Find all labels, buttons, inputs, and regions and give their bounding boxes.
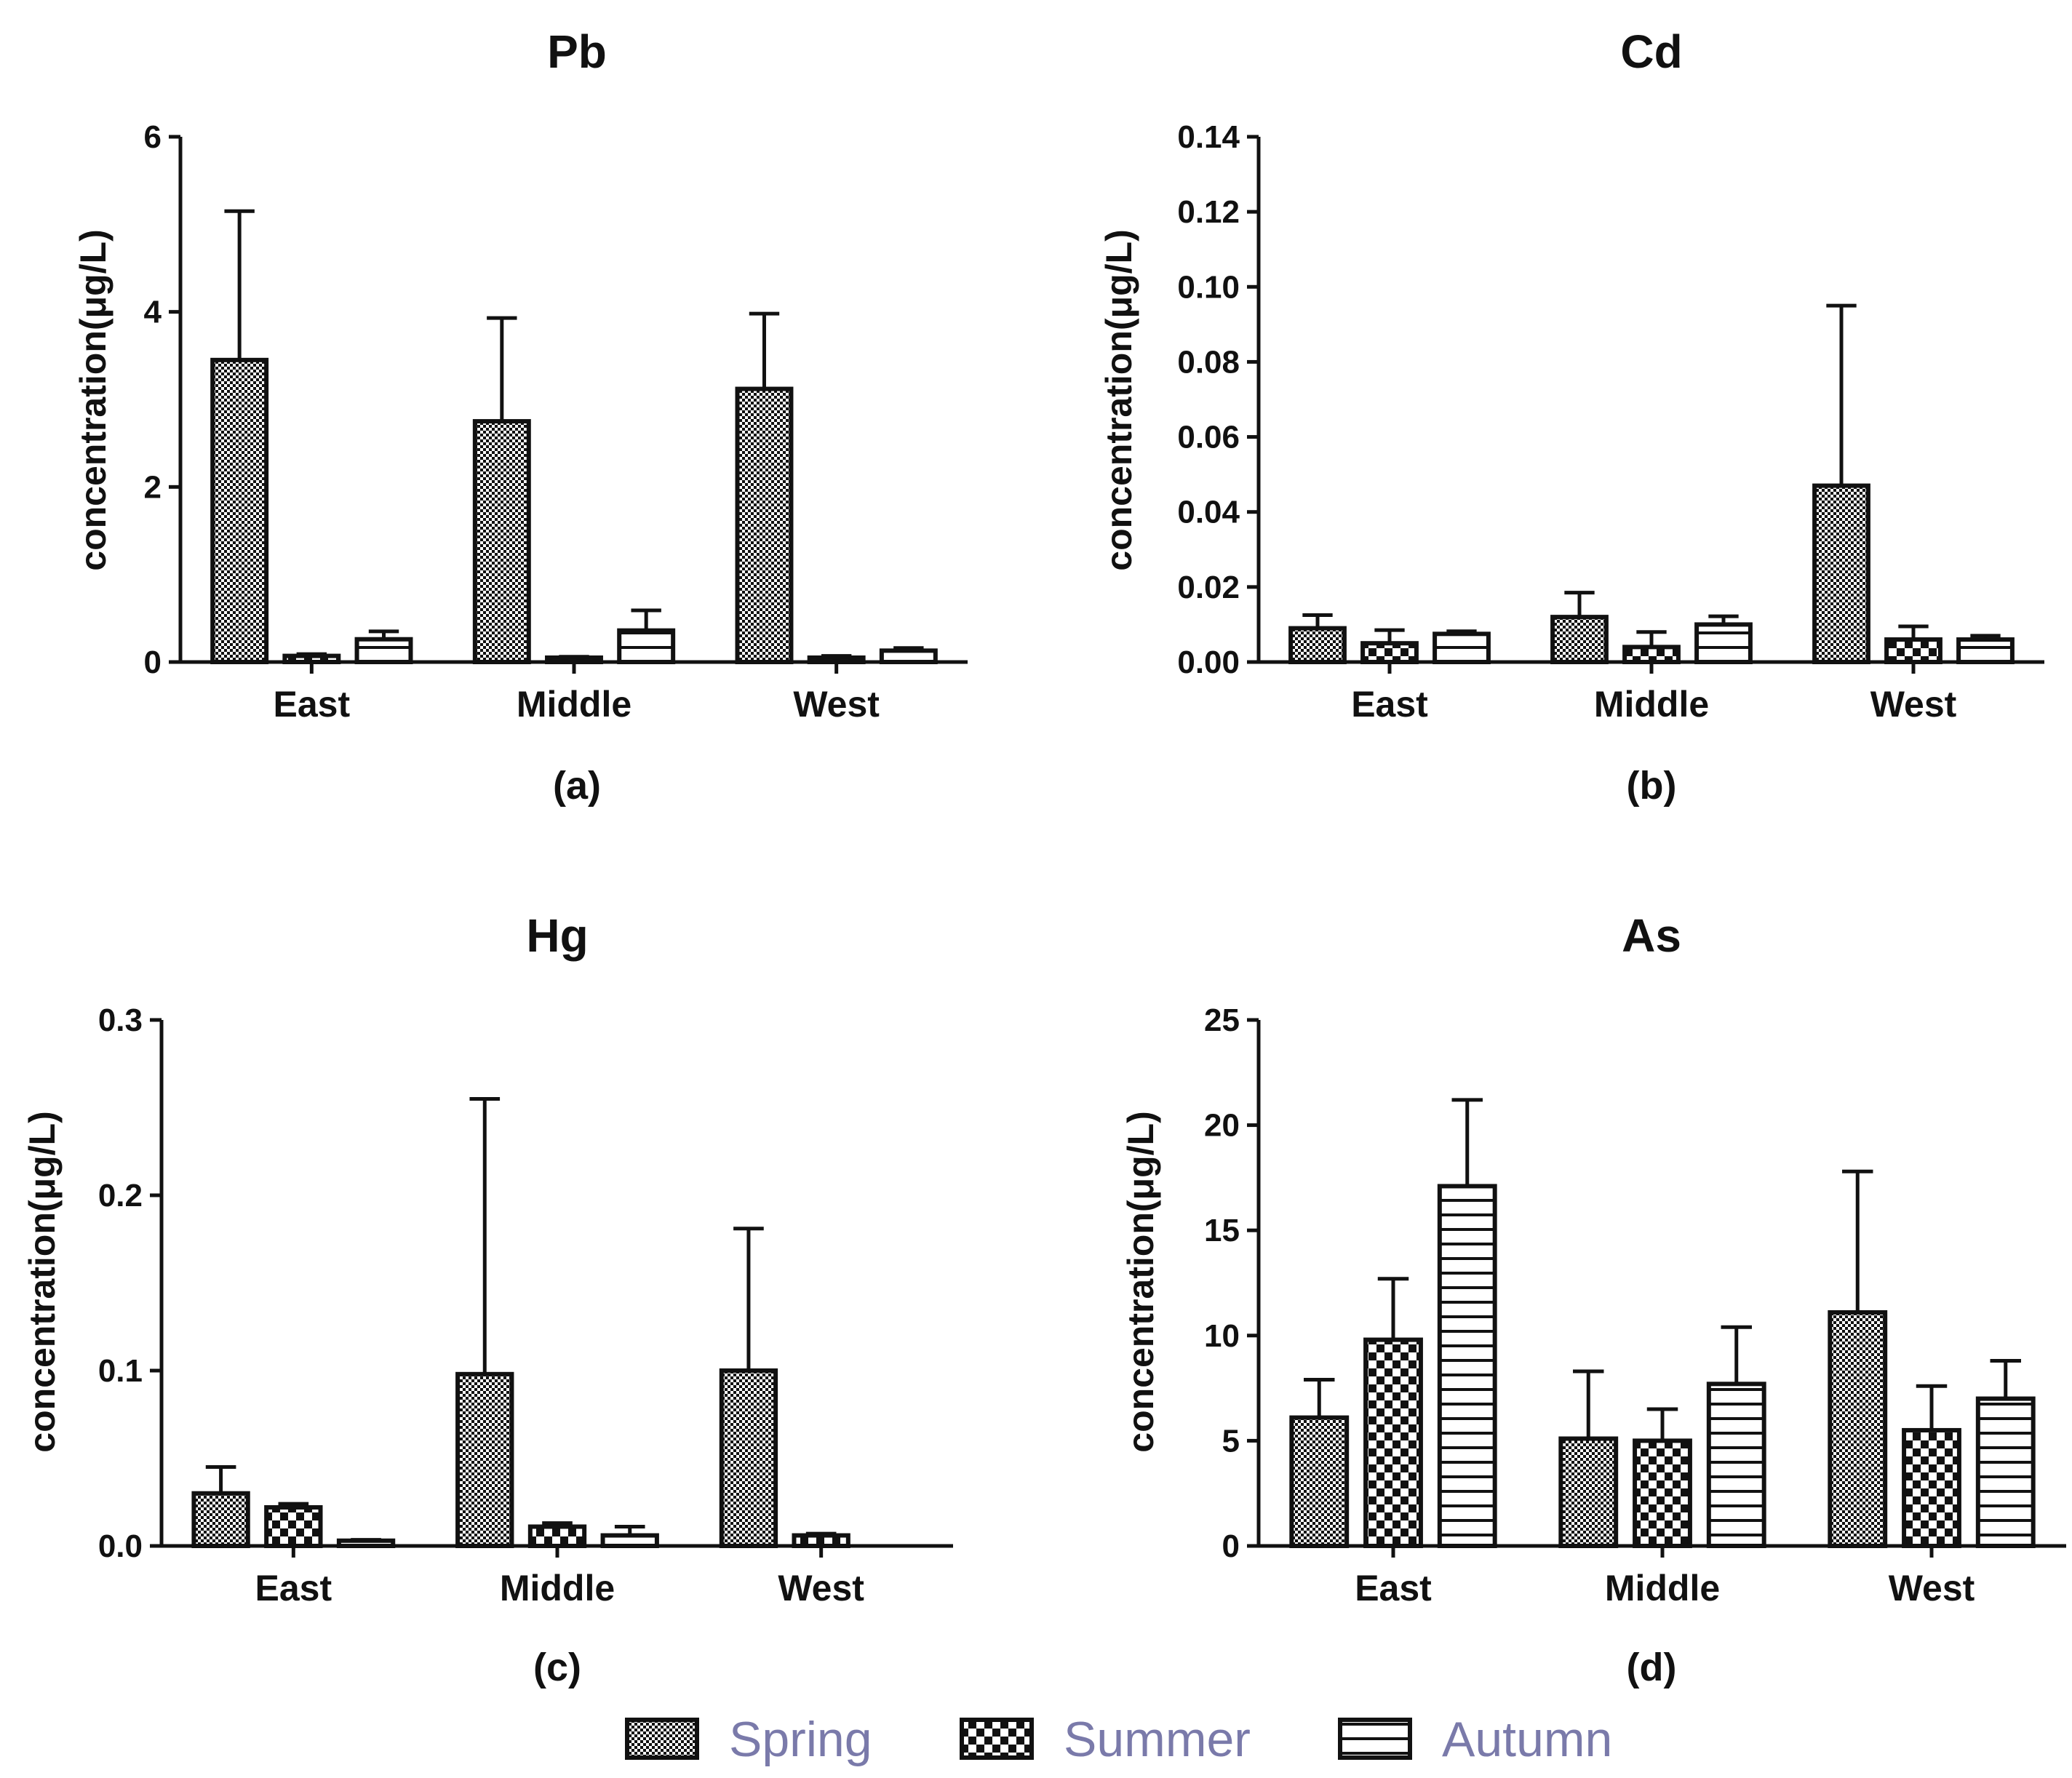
y-axis-label: concentration(μg/L) bbox=[22, 1111, 63, 1452]
bar-autumn-middle bbox=[1706, 1382, 1766, 1549]
bar-spring-west bbox=[1828, 1309, 1888, 1549]
y-axis-label: concentration(μg/L) bbox=[1120, 1111, 1161, 1452]
x-tick-label: West bbox=[793, 684, 880, 725]
bar-autumn-west bbox=[1956, 637, 2015, 664]
bar-autumn-middle bbox=[617, 628, 676, 664]
chart-title: Cd bbox=[1620, 25, 1682, 78]
y-tick-label: 0.3 bbox=[98, 1002, 143, 1038]
bar-summer-east bbox=[264, 1504, 323, 1548]
chart-panels: Pb concentration(μg/L) 0 2 4 6 East Middle West (… bbox=[22, 25, 2066, 1689]
bar-summer-east bbox=[1363, 1337, 1423, 1548]
x-tick-label: East bbox=[255, 1568, 332, 1608]
bar-spring-middle bbox=[455, 1371, 514, 1548]
bar-summer-east bbox=[282, 653, 341, 664]
x-tick-label: East bbox=[1351, 684, 1428, 725]
x-tick-label: Middle bbox=[500, 1568, 615, 1608]
y-tick-label: 0.00 bbox=[1177, 645, 1240, 680]
legend-swatch bbox=[625, 1718, 699, 1760]
bar-spring-east bbox=[191, 1491, 250, 1548]
bar-autumn-east bbox=[1433, 631, 1491, 664]
y-tick-label: 5 bbox=[1222, 1423, 1240, 1459]
legend: Spring Summer Autumn bbox=[625, 1712, 1612, 1767]
bar-autumn-west bbox=[1975, 1396, 2036, 1549]
chart-panel-hg: Hg concentration(μg/L) 0.0 0.1 0.2 0.3 East Mid… bbox=[22, 909, 953, 1689]
bar-spring-east bbox=[210, 357, 269, 664]
legend-swatch bbox=[960, 1718, 1034, 1760]
y-axis-label: concentration(μg/L) bbox=[1099, 229, 1139, 570]
bar-autumn-east bbox=[354, 637, 413, 664]
bar-summer-middle bbox=[545, 655, 603, 665]
y-tick-label: 4 bbox=[144, 295, 162, 330]
chart-panel-pb: Pb concentration(μg/L) 0 2 4 6 East Middle West (… bbox=[73, 25, 968, 808]
bar-spring-west bbox=[719, 1368, 778, 1548]
bar-autumn-east bbox=[1437, 1184, 1497, 1549]
bar-spring-east bbox=[1288, 626, 1347, 664]
bar-autumn-west bbox=[879, 648, 938, 665]
y-tick-label: 0.14 bbox=[1177, 119, 1240, 155]
x-tick-label: East bbox=[1355, 1568, 1432, 1608]
y-tick-label: 0.12 bbox=[1177, 194, 1240, 230]
x-tick-label: Middle bbox=[1605, 1568, 1720, 1608]
x-tick-label: East bbox=[274, 684, 351, 725]
x-tick-label: West bbox=[1870, 684, 1957, 725]
bar-spring-west bbox=[735, 386, 794, 664]
bar-summer-middle bbox=[527, 1524, 587, 1548]
bar-spring-west bbox=[1812, 483, 1870, 664]
y-tick-label: 20 bbox=[1204, 1108, 1240, 1144]
chart-panel-as: As concentration(μg/L) 0 5 10 15 20 25 East Middl… bbox=[1120, 909, 2066, 1689]
y-tick-label: 0.1 bbox=[98, 1353, 143, 1389]
y-tick-label: 0.08 bbox=[1177, 344, 1240, 380]
panel-label: (c) bbox=[533, 1646, 581, 1689]
panel-label: (d) bbox=[1627, 1646, 1677, 1689]
bar-spring-middle bbox=[472, 419, 531, 664]
chart-title: Hg bbox=[526, 909, 588, 962]
y-tick-label: 0 bbox=[1222, 1528, 1240, 1564]
y-tick-label: 0.0 bbox=[98, 1528, 143, 1564]
bar-summer-west bbox=[792, 1533, 850, 1549]
bar-summer-west bbox=[1884, 637, 1942, 664]
y-tick-label: 0 bbox=[144, 645, 162, 680]
bar-autumn-east bbox=[336, 1538, 396, 1549]
x-tick-label: Middle bbox=[517, 684, 631, 725]
legend-label: Summer bbox=[1064, 1712, 1251, 1767]
y-tick-label: 6 bbox=[144, 119, 162, 155]
x-tick-label: West bbox=[778, 1568, 864, 1608]
y-tick-label: 2 bbox=[144, 469, 162, 505]
chart-title: As bbox=[1622, 909, 1681, 962]
y-tick-label: 15 bbox=[1204, 1213, 1240, 1248]
y-tick-label: 10 bbox=[1204, 1318, 1240, 1354]
y-tick-label: 0.10 bbox=[1177, 269, 1240, 305]
x-tick-label: Middle bbox=[1594, 684, 1709, 725]
panel-label: (b) bbox=[1627, 764, 1677, 808]
legend-swatch bbox=[1338, 1718, 1412, 1760]
y-tick-label: 0.04 bbox=[1177, 495, 1240, 530]
bar-spring-middle bbox=[1558, 1436, 1619, 1549]
chart-panel-cd: Cd concentration(μg/L) 0.00 0.02 0.04 0.06 0.0… bbox=[1099, 25, 2044, 808]
legend-item-autumn: Autumn bbox=[1338, 1712, 1612, 1767]
y-tick-label: 25 bbox=[1204, 1002, 1240, 1038]
y-tick-label: 0.06 bbox=[1177, 420, 1240, 455]
bar-summer-middle bbox=[1633, 1438, 1692, 1549]
bar-summer-east bbox=[1360, 641, 1419, 665]
bar-autumn-middle bbox=[1694, 622, 1753, 665]
chart-title: Pb bbox=[547, 25, 607, 78]
x-tick-label: West bbox=[1889, 1568, 1975, 1608]
y-tick-label: 0.2 bbox=[98, 1178, 143, 1213]
legend-item-spring: Spring bbox=[625, 1712, 872, 1767]
legend-label: Autumn bbox=[1442, 1712, 1612, 1767]
bar-summer-middle bbox=[1622, 645, 1681, 664]
bar-spring-east bbox=[1289, 1415, 1350, 1549]
bar-summer-west bbox=[1902, 1427, 1961, 1548]
y-tick-label: 0.02 bbox=[1177, 570, 1240, 605]
legend-label: Spring bbox=[729, 1712, 872, 1767]
legend-item-summer: Summer bbox=[960, 1712, 1251, 1767]
y-axis-label: concentration(μg/L) bbox=[73, 229, 113, 570]
bar-autumn-middle bbox=[600, 1533, 659, 1549]
panel-label: (a) bbox=[553, 764, 601, 808]
bar-spring-middle bbox=[1550, 615, 1609, 664]
bar-summer-west bbox=[807, 655, 866, 665]
